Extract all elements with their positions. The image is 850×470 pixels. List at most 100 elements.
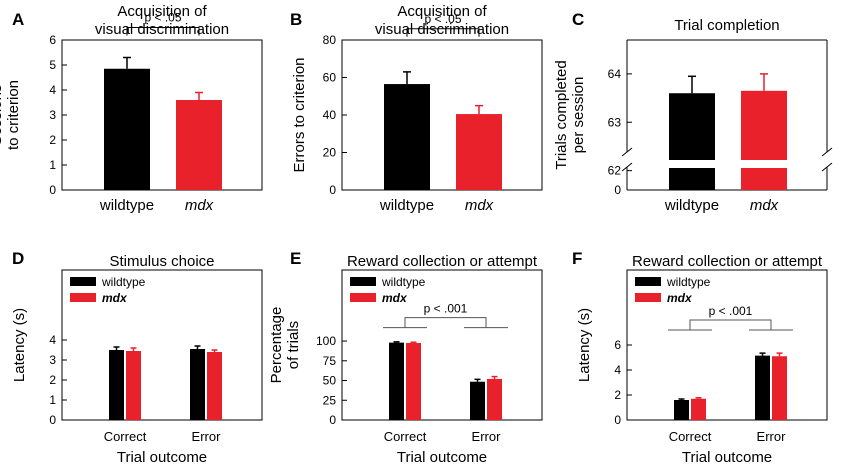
significance-bracket (126, 27, 200, 36)
y-tick-label: 63 (608, 115, 622, 129)
x-axis-label: Trial outcome (117, 449, 207, 466)
panel-label: B (290, 10, 302, 29)
y-axis-label: to criterion (5, 80, 22, 150)
bar-mdx-error (207, 352, 222, 420)
chart-title: Stimulus choice (109, 253, 214, 270)
chart-title: Trial completion (674, 17, 779, 34)
y-axis-label: Errors to criterion (291, 57, 308, 172)
y-tick-label: 4 (614, 363, 621, 377)
chart-title: visual discrimination (375, 21, 509, 38)
legend-label: wildtype (101, 275, 146, 289)
significance-bracket (406, 28, 480, 37)
y-tick-label: 40 (323, 108, 337, 122)
plot-frame (341, 269, 543, 421)
plot-frame (61, 269, 263, 421)
panel-label: C (572, 10, 584, 29)
axis-break-mark (821, 162, 833, 172)
axis-break-mark (821, 147, 833, 157)
panel-e: E Reward collection or attempt Percentage o… (268, 249, 543, 466)
y-tick-label: 5 (49, 58, 56, 72)
panel-f: F Reward collection or attempt Latency (s)… (572, 249, 828, 466)
y-axis-label: Percentage (268, 307, 285, 384)
y-axis-label: Latency (s) (11, 308, 28, 382)
plot-frame (341, 39, 543, 191)
y-tick-label: 0 (614, 183, 621, 197)
y-tick-label: 100 (316, 334, 336, 348)
y-tick-label: 60 (323, 71, 337, 85)
plot-frame (61, 39, 263, 191)
x-category-label: wildtype (379, 197, 434, 214)
x-axis-label: Trial outcome (397, 449, 487, 466)
bar-break-gap (668, 160, 716, 168)
x-category-label: wildtype (99, 197, 154, 214)
chart-title: Acquisition of (117, 3, 207, 20)
y-tick-label: 75 (323, 354, 337, 368)
bar-wildtype-correct (109, 350, 124, 420)
y-axis-label: Latency (s) (576, 308, 593, 382)
bar-wildtype-error (755, 355, 770, 420)
legend-label: mdx (102, 291, 128, 305)
y-tick-label: 2 (614, 388, 621, 402)
legend-swatch-mdx (70, 293, 96, 302)
panel-label: E (290, 249, 301, 268)
significance-bracket (404, 317, 487, 328)
y-tick-label: 6 (614, 338, 621, 352)
chart-title: Acquisition of (397, 3, 487, 20)
y-tick-label: 2 (49, 373, 56, 387)
x-category-label: mdx (185, 197, 214, 214)
x-category-label: Correct (384, 429, 427, 444)
x-category-label: mdx (750, 197, 779, 214)
y-tick-label: 4 (49, 83, 56, 97)
axis-break-mark (621, 147, 633, 157)
legend-swatch-mdx (635, 293, 661, 302)
y-axis-label: per session (570, 77, 587, 154)
x-category-label: Error (757, 429, 787, 444)
legend-swatch-mdx (350, 293, 376, 302)
y-tick-label: 25 (323, 393, 337, 407)
bar-wildtype-correct (674, 400, 689, 420)
panel-c: C Trial completion Trials completed per ses… (553, 10, 833, 214)
y-tick-label: 50 (323, 374, 337, 388)
legend-label: wildtype (666, 275, 711, 289)
bar-mdx (741, 90, 787, 190)
x-category-label: Error (472, 429, 502, 444)
legend-label: mdx (382, 291, 408, 305)
y-tick-label: 3 (49, 108, 56, 122)
x-category-label: mdx (465, 197, 494, 214)
bar-wildtype (384, 84, 430, 190)
bar-mdx-correct (406, 343, 421, 420)
y-tick-label: 1 (49, 158, 56, 172)
panel-label: D (12, 249, 24, 268)
y-tick-label: 2 (49, 133, 56, 147)
y-axis-label: Sessions (0, 85, 5, 146)
y-tick-label: 4 (49, 333, 56, 347)
y-tick-label: 0 (49, 413, 56, 427)
chart-title: Reward collection or attempt (347, 253, 538, 270)
bar-mdx-correct (126, 351, 141, 420)
y-tick-label: 3 (49, 353, 56, 367)
x-category-label: Correct (104, 429, 147, 444)
legend-label: mdx (667, 291, 693, 305)
legend-swatch-wildtype (350, 277, 376, 286)
significance-label: p < .05 (424, 12, 461, 26)
y-axis-label: of trials (285, 321, 302, 369)
y-tick-label: 20 (323, 146, 337, 160)
y-tick-label: 1 (49, 393, 56, 407)
bar-mdx-correct (691, 398, 706, 420)
y-tick-label: 80 (323, 33, 337, 47)
significance-label: p < .05 (144, 11, 181, 25)
y-tick-label: 0 (329, 183, 336, 197)
bar-mdx-error (487, 378, 502, 420)
y-tick-label: 62 (608, 164, 622, 178)
bar-wildtype-correct (389, 342, 404, 420)
bar-mdx (176, 100, 222, 190)
significance-label: p < .001 (709, 304, 753, 318)
y-tick-label: 64 (608, 67, 622, 81)
legend-swatch-wildtype (70, 277, 96, 286)
panel-label: F (572, 249, 582, 268)
x-axis-label: Trial outcome (682, 449, 772, 466)
y-tick-label: 0 (614, 413, 621, 427)
x-category-label: Correct (669, 429, 712, 444)
x-category-label: wildtype (664, 197, 719, 214)
